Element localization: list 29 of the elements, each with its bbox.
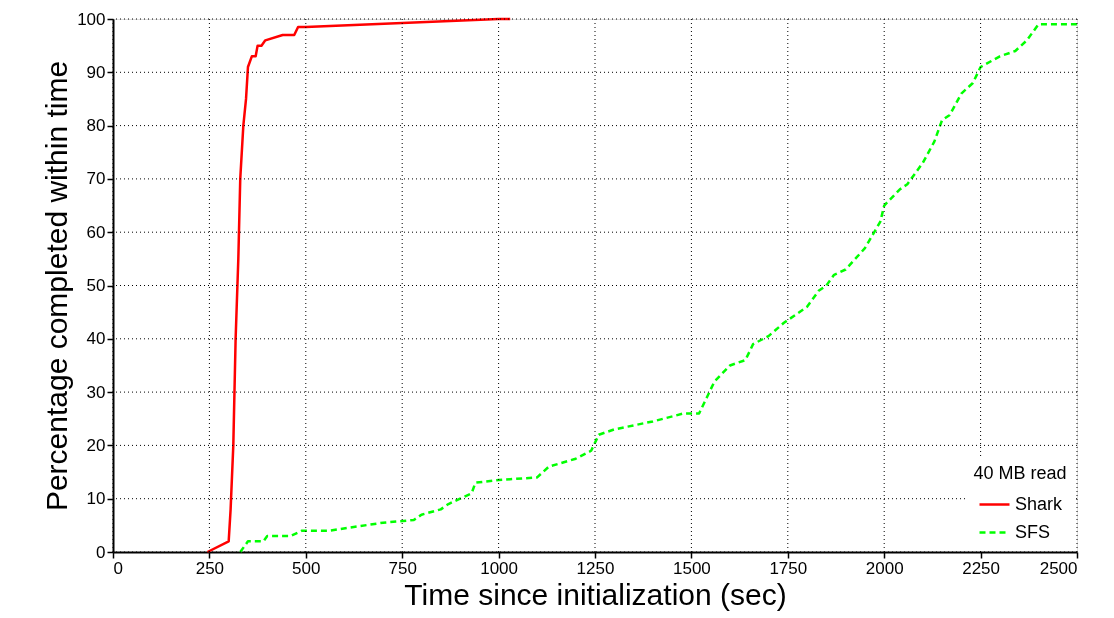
y-tick-label: 80 — [86, 116, 106, 136]
x-tick-label: 0 — [113, 558, 123, 578]
x-tick-label: 1000 — [480, 558, 519, 578]
y-tick-label: 40 — [86, 329, 106, 349]
x-tick-label: 500 — [292, 558, 321, 578]
y-tick-label: 70 — [86, 169, 106, 189]
x-tick-label: 2500 — [1039, 558, 1078, 578]
x-tick-label: 2000 — [865, 558, 904, 578]
y-tick-label: 90 — [86, 62, 106, 82]
x-tick-label: 1750 — [769, 558, 808, 578]
x-tick-label: 250 — [195, 558, 225, 578]
y-tick-label: 0 — [96, 542, 106, 562]
legend-label: SFS — [1015, 521, 1051, 542]
y-tick-label: 100 — [77, 9, 106, 29]
x-tick-label: 1250 — [576, 558, 615, 578]
y-tick-label: 10 — [86, 489, 106, 509]
legend-title: 40 MB read — [973, 463, 1067, 483]
x-axis-title: Time since initialization (sec) — [404, 577, 787, 611]
x-tick-label: 750 — [388, 558, 417, 578]
y-tick-label: 50 — [86, 276, 106, 295]
y-axis-title: Percentage completed within time — [40, 60, 74, 512]
line-series — [239, 23, 1079, 554]
x-tick-label: 1500 — [672, 558, 711, 578]
legend-label: Shark — [1015, 493, 1064, 514]
x-tick-label: 2250 — [962, 558, 1001, 578]
y-tick-label: 60 — [86, 222, 106, 242]
line-series — [206, 17, 512, 554]
y-tick-label: 30 — [86, 382, 106, 402]
y-tick-label: 20 — [86, 435, 106, 455]
